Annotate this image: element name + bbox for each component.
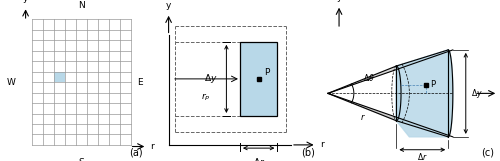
Polygon shape [328,50,448,93]
Text: y: y [336,0,342,2]
Bar [54,72,65,82]
Text: $r_P$: $r_P$ [201,92,211,103]
Text: r: r [360,113,364,122]
Polygon shape [396,66,401,121]
Text: S: S [78,158,84,161]
Bar [240,42,278,116]
Text: y: y [23,0,28,3]
Bar [32,19,131,145]
Text: N: N [78,1,85,10]
Polygon shape [328,93,448,137]
Text: (b): (b) [301,148,315,158]
Text: $\Delta r$: $\Delta r$ [417,151,428,161]
Text: E: E [138,78,143,87]
Text: $\Delta y$: $\Delta y$ [472,87,483,100]
Polygon shape [396,50,453,137]
Text: $\Delta r$: $\Delta r$ [252,156,265,161]
Text: $\Delta y$: $\Delta y$ [204,72,218,85]
Text: $\Delta\theta$: $\Delta\theta$ [363,72,375,83]
Text: (c): (c) [482,148,494,158]
Polygon shape [448,50,453,137]
Text: P: P [264,68,269,77]
Polygon shape [396,66,401,121]
Text: W: W [7,78,16,87]
Text: r: r [320,140,324,149]
Text: y: y [166,1,172,10]
Text: r: r [150,142,154,151]
Text: P: P [430,80,435,89]
Text: (a): (a) [129,148,143,158]
